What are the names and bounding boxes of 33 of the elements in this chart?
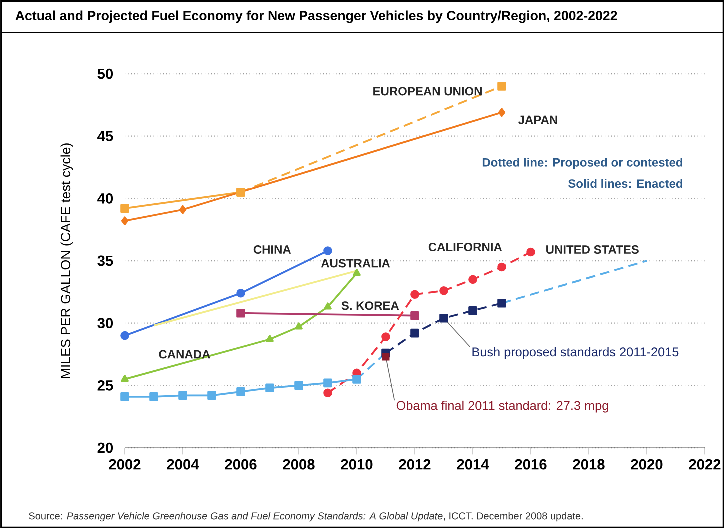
x-tick-label: 2006 [225, 459, 257, 470]
series-label: CANADA [159, 350, 210, 359]
annotation: Obama final 2011 standard: 27.3 mpg [396, 400, 608, 413]
x-tick-label: 2008 [283, 459, 315, 470]
annotation: Bush proposed standards 2011-2015 [472, 347, 679, 360]
x-tick-label: 2016 [515, 459, 547, 470]
y-axis-title: MILES PER GALLON (CAFE test cycle) [60, 144, 74, 378]
x-tick-label: 2020 [631, 459, 663, 470]
x-tick-label: 2002 [109, 459, 141, 470]
series-label: CHINA [254, 246, 292, 254]
y-tick-label: 20 [98, 442, 114, 454]
x-tick-label: 2004 [167, 459, 200, 470]
annotation: Dotted line: Proposed or contested [482, 158, 682, 170]
y-tick-label: 25 [98, 380, 114, 391]
source-note: Source: Passenger Vehicle Greenhouse Gas and Fuel Economy Standards: A Global Update, ICCT. December 2008 update. [29, 512, 583, 522]
chart-title: Actual and Projected Fuel Economy for New Passenger Vehicles by Country/Region, 2002-2022 [16, 10, 618, 24]
y-tick-label: 50 [98, 68, 114, 80]
x-tick-label: 2018 [573, 459, 605, 470]
y-tick-label: 30 [98, 318, 114, 329]
x-tick-label: 2010 [341, 459, 373, 470]
series-label: UNITED STATES [546, 246, 639, 254]
series-label: AUSTRALIA [321, 259, 390, 268]
series-label: JAPAN [518, 116, 558, 124]
series-label: CALIFORNIA [428, 243, 502, 252]
x-tick-label: 2014 [457, 459, 490, 470]
y-tick-label: 35 [98, 256, 114, 266]
x-tick-label: 2022 [689, 459, 721, 470]
series-label: S. KOREA [342, 302, 400, 310]
annotation: Solid lines: Enacted [568, 179, 683, 188]
y-tick-label: 40 [98, 193, 114, 204]
series-label: EUROPEAN UNION [374, 87, 482, 96]
y-tick-label: 45 [98, 131, 114, 142]
x-tick-label: 2012 [399, 459, 431, 470]
